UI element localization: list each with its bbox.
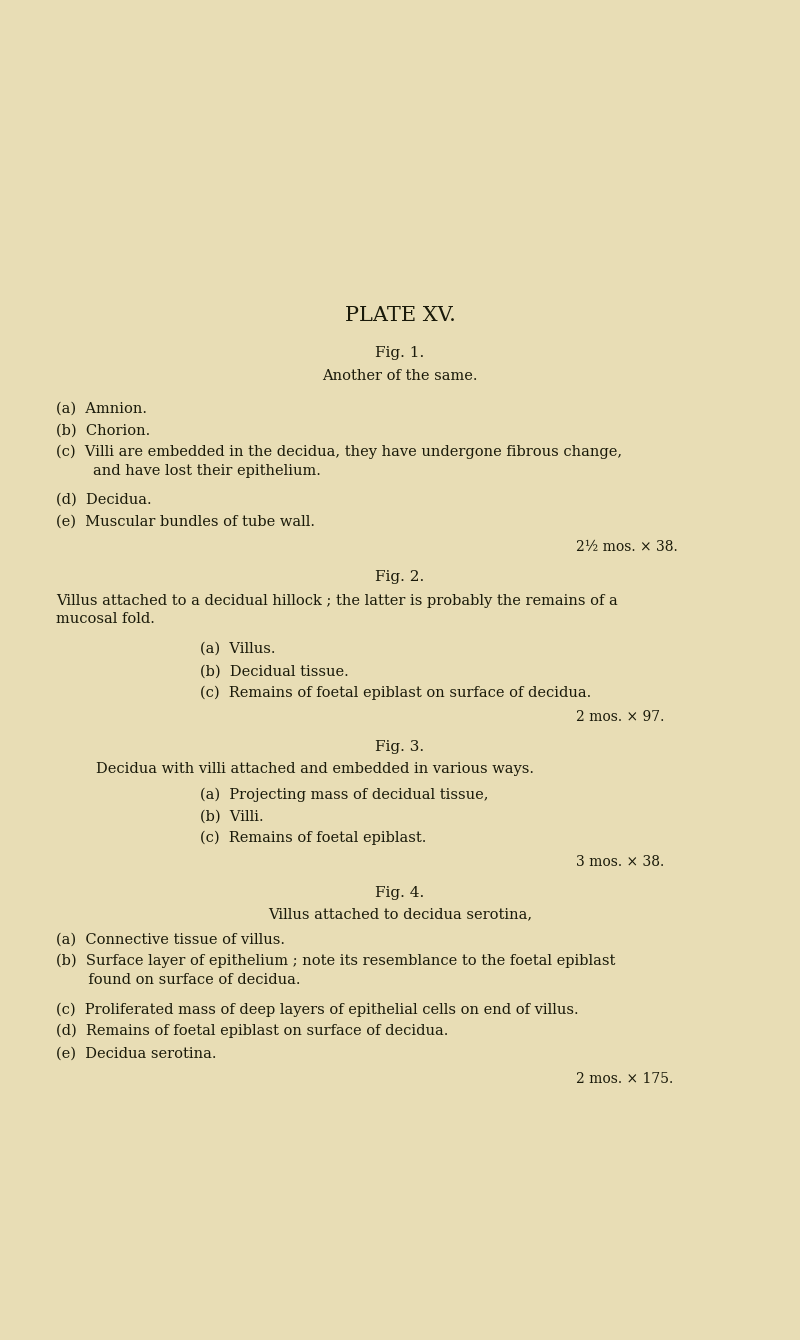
Text: 2 mos. × 175.: 2 mos. × 175. xyxy=(576,1072,674,1085)
Text: PLATE XV.: PLATE XV. xyxy=(345,306,455,324)
Text: Fig. 4.: Fig. 4. xyxy=(375,886,425,899)
Text: (b)  Chorion.: (b) Chorion. xyxy=(56,423,150,437)
Text: (a)  Amnion.: (a) Amnion. xyxy=(56,402,147,415)
Text: (b)  Villi.: (b) Villi. xyxy=(200,809,264,823)
Text: (c)  Remains of foetal epiblast.: (c) Remains of foetal epiblast. xyxy=(200,831,426,846)
Text: (d)  Decidua.: (d) Decidua. xyxy=(56,493,152,507)
Text: (a)  Villus.: (a) Villus. xyxy=(200,642,275,655)
Text: (c)  Villi are embedded in the decidua, they have undergone fibrous change,
    : (c) Villi are embedded in the decidua, t… xyxy=(56,445,622,477)
Text: (b)  Decidual tissue.: (b) Decidual tissue. xyxy=(200,665,349,678)
Text: (e)  Muscular bundles of tube wall.: (e) Muscular bundles of tube wall. xyxy=(56,515,315,528)
Text: (b)  Surface layer of epithelium ; note its resemblance to the foetal epiblast
 : (b) Surface layer of epithelium ; note i… xyxy=(56,954,615,986)
Text: Another of the same.: Another of the same. xyxy=(322,369,478,382)
Text: Decidua with villi attached and embedded in various ways.: Decidua with villi attached and embedded… xyxy=(96,762,534,776)
Text: (a)  Connective tissue of villus.: (a) Connective tissue of villus. xyxy=(56,933,285,946)
Text: (e)  Decidua serotina.: (e) Decidua serotina. xyxy=(56,1047,217,1060)
Text: Fig. 2.: Fig. 2. xyxy=(375,570,425,583)
Text: 3 mos. × 38.: 3 mos. × 38. xyxy=(576,855,664,868)
Text: 2½ mos. × 38.: 2½ mos. × 38. xyxy=(576,540,678,553)
Text: (c)  Remains of foetal epiblast on surface of decidua.: (c) Remains of foetal epiblast on surfac… xyxy=(200,686,591,701)
Text: Villus attached to decidua serotina,: Villus attached to decidua serotina, xyxy=(268,907,532,921)
Text: Fig. 3.: Fig. 3. xyxy=(375,740,425,753)
Text: (a)  Projecting mass of decidual tissue,: (a) Projecting mass of decidual tissue, xyxy=(200,788,489,803)
Text: 2 mos. × 97.: 2 mos. × 97. xyxy=(576,710,664,724)
Text: Fig. 1.: Fig. 1. xyxy=(375,346,425,359)
Text: (d)  Remains of foetal epiblast on surface of decidua.: (d) Remains of foetal epiblast on surfac… xyxy=(56,1024,448,1038)
Text: Villus attached to a decidual hillock ; the latter is probably the remains of a
: Villus attached to a decidual hillock ; … xyxy=(56,594,618,626)
Text: (c)  Proliferated mass of deep layers of epithelial cells on end of villus.: (c) Proliferated mass of deep layers of … xyxy=(56,1002,578,1017)
